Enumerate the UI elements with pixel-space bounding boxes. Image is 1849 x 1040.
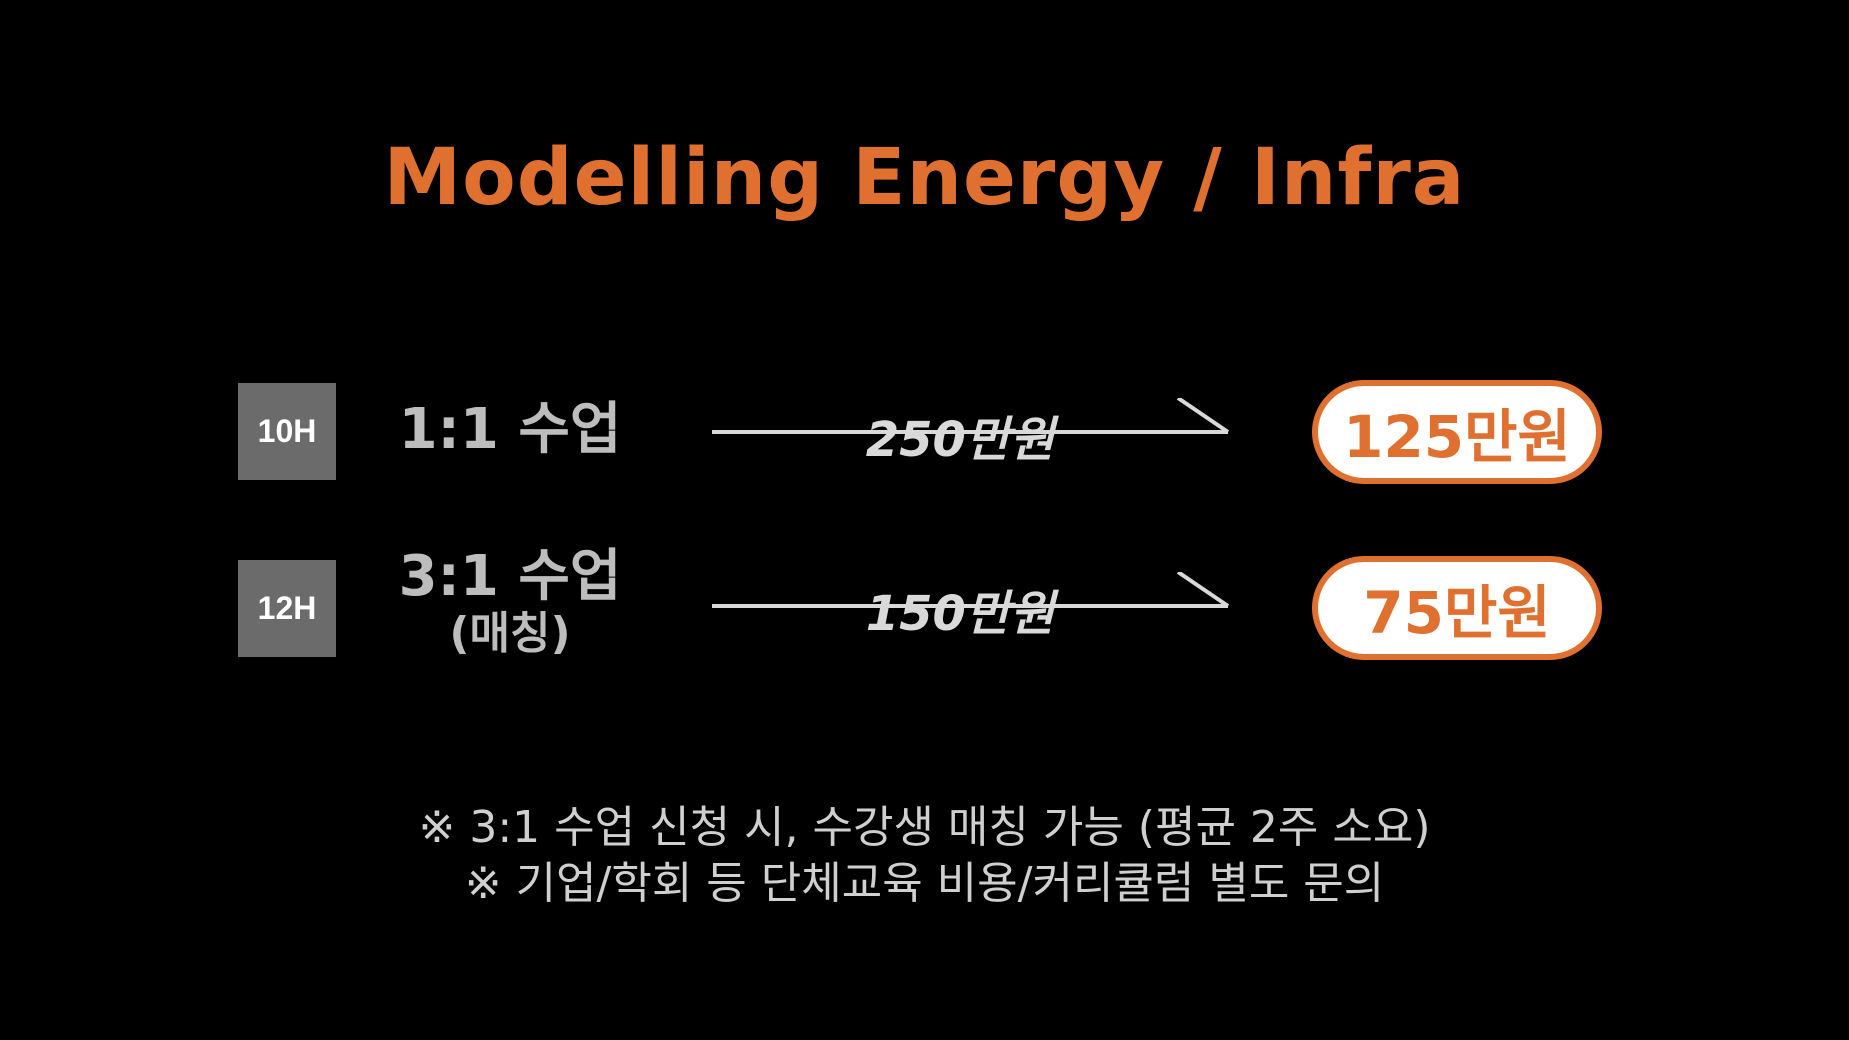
price-arrow-icon xyxy=(712,398,1230,434)
course-subtitle: (매칭) xyxy=(449,608,571,659)
course-label: 3:1 수업 (매칭) xyxy=(380,545,640,659)
discounted-price: 75만원 xyxy=(1312,556,1602,660)
note-line: ※ 3:1 수업 신청 시, 수강생 매칭 가능 (평균 2주 소요) xyxy=(418,802,1431,853)
hours-badge: 12H xyxy=(238,560,336,657)
course-name: 1:1 수업 xyxy=(398,397,622,462)
original-price: 150만원 xyxy=(865,586,1055,642)
hours-badge: 10H xyxy=(238,383,336,480)
course-name: 3:1 수업 xyxy=(398,544,622,609)
course-label: 1:1 수업 xyxy=(380,398,640,462)
notes: ※ 3:1 수업 신청 시, 수강생 매칭 가능 (평균 2주 소요) ※ 기업… xyxy=(0,800,1849,912)
note-line: ※ 기업/학회 등 단체교육 비용/커리큘럼 별도 문의 xyxy=(464,858,1385,909)
page-title: Modelling Energy / Infra xyxy=(383,133,1466,223)
discounted-price: 125만원 xyxy=(1312,380,1602,484)
original-price: 250만원 xyxy=(865,412,1055,468)
price-arrow-icon xyxy=(712,572,1230,608)
